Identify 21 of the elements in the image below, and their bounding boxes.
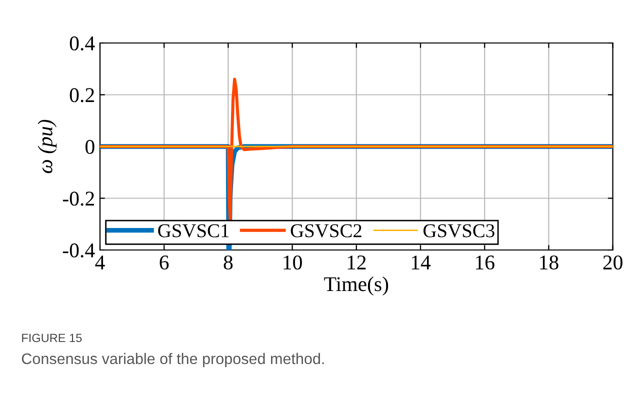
legend-label: GSVSC2 <box>290 224 362 238</box>
y-tick-label: 0.2 <box>70 88 94 102</box>
x-tick-label: 16 <box>476 256 494 270</box>
x-tick-label: 18 <box>540 255 558 270</box>
y-tick-label: 0.4 <box>70 36 95 51</box>
x-tick-label: 14 <box>412 256 431 270</box>
y-tick-label: -0.2 <box>62 192 94 206</box>
x-tick-label: 12 <box>348 256 366 270</box>
legend-label: GSVSC1 <box>158 224 229 238</box>
text: Consensus variable of the proposed method. <box>22 352 324 368</box>
x-tick-label: 8 <box>224 255 233 270</box>
legend-label: GSVSC3 <box>424 224 494 238</box>
x-tick-label: 10 <box>284 255 302 270</box>
x-axis-title: Time(s) <box>324 276 388 296</box>
caption: FIGURE 15 <box>22 334 82 342</box>
y-tick-label: -0.4 <box>62 243 95 258</box>
x-tick-label: 6 <box>160 256 169 270</box>
y-axis-title: ω (pu) <box>38 120 57 174</box>
y-tick-label: 0 <box>86 140 94 154</box>
x-tick-label: 20 <box>603 255 622 270</box>
x-tick-label: 4 <box>95 256 105 270</box>
